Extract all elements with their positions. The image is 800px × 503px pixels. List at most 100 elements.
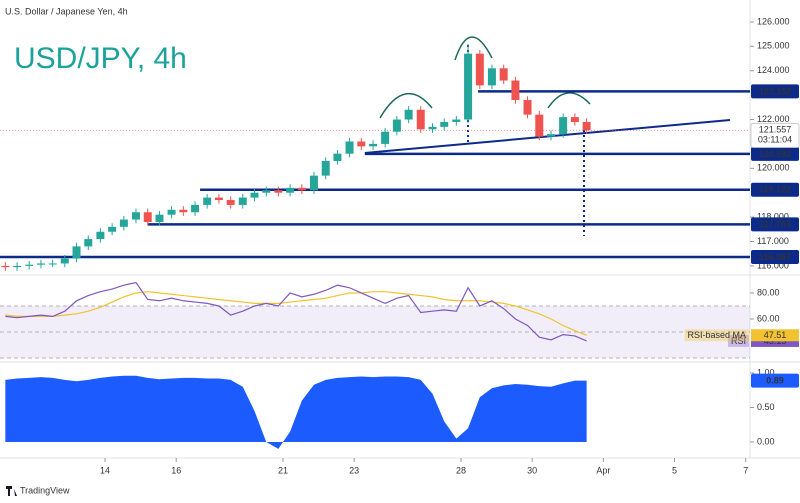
- y-tick-label: 122.000: [757, 114, 790, 124]
- candle-body: [60, 258, 69, 264]
- chart-title: USD/JPY, 4h: [14, 42, 187, 75]
- shoulder-arc: [547, 92, 591, 109]
- candle-body: [214, 197, 223, 201]
- level-label-box: [751, 249, 799, 264]
- x-tick-label: 5: [672, 465, 677, 475]
- logo: [6, 486, 17, 496]
- candle-body: [547, 134, 556, 137]
- candle-body: [535, 114, 544, 137]
- legend-box: [751, 329, 799, 342]
- candle-body: [523, 100, 532, 115]
- candle-body: [357, 141, 366, 147]
- x-tick-label: 16: [171, 465, 181, 475]
- oscillator-label-box: [751, 373, 799, 388]
- y-tick-label: 116.000: [757, 260, 789, 270]
- candle-body: [131, 212, 140, 220]
- candle-body: [416, 109, 425, 130]
- legend-name: RSI-based MA: [687, 330, 746, 340]
- candle-body: [452, 119, 461, 122]
- candle-body: [155, 214, 164, 222]
- countdown: 03:11:04: [758, 135, 792, 145]
- y-tick-label: 126.000: [757, 16, 790, 26]
- shoulder-arc: [379, 92, 433, 119]
- x-tick-label: 30: [527, 465, 537, 475]
- oscillator-label: 0.89: [766, 375, 784, 385]
- head-arc: [454, 36, 493, 61]
- subtitle: U.S. Dollar / Japanese Yen, 4h: [5, 6, 128, 16]
- candle-body: [25, 264, 34, 266]
- y-tick-label: 118.000: [757, 211, 789, 221]
- y-tick-label: 60.00: [757, 313, 780, 323]
- candle-body: [84, 239, 93, 247]
- candle-body: [404, 109, 413, 120]
- candle-body: [345, 141, 354, 154]
- legend-name-box: [684, 329, 749, 342]
- candle-body: [262, 190, 271, 193]
- level-label: 117.703: [759, 219, 791, 229]
- candle-body: [286, 187, 295, 193]
- y-tick-label: 0.50: [757, 402, 775, 412]
- candle-body: [108, 226, 117, 232]
- current-price: 121.557: [759, 125, 792, 135]
- candle-body: [274, 190, 283, 193]
- candle-body: [475, 53, 484, 86]
- level-label: 120.592: [759, 149, 792, 159]
- y-tick-label: 0.00: [757, 436, 775, 446]
- candle-body: [582, 121, 591, 131]
- current-price-box: [750, 122, 800, 148]
- candle-body: [499, 68, 508, 81]
- level-label-box: [751, 146, 799, 161]
- legend-value: 47.51: [764, 330, 787, 340]
- candle-body: [72, 246, 81, 259]
- candle-body: [464, 53, 473, 120]
- candle-body: [381, 131, 390, 144]
- candle-body: [428, 126, 437, 130]
- x-tick-label: 7: [743, 465, 748, 475]
- candle-body: [250, 192, 259, 198]
- y-tick-label: 125.000: [757, 41, 790, 51]
- y-tick-label: 120.000: [757, 163, 790, 173]
- x-tick-label: 23: [349, 465, 359, 475]
- candle-body: [321, 161, 330, 176]
- candle-body: [179, 209, 188, 213]
- candle-body: [13, 265, 22, 268]
- oscillator-area: [5, 375, 587, 449]
- candle-body: [309, 175, 318, 191]
- candle-body: [440, 121, 449, 127]
- x-tick-label: Apr: [596, 465, 610, 475]
- candle-body: [96, 231, 105, 240]
- candle-body: [511, 80, 520, 101]
- candle-body: [333, 153, 342, 162]
- x-tick-label: 28: [456, 465, 466, 475]
- legend-name-box: [727, 334, 749, 347]
- x-tick-label: 21: [278, 465, 288, 475]
- y-tick-label: 80.00: [757, 287, 780, 297]
- candle-body: [1, 265, 10, 268]
- candle-body: [36, 263, 45, 265]
- y-tick-label: 117.000: [757, 236, 789, 246]
- candle-body: [570, 117, 579, 122]
- candle-body: [238, 197, 247, 205]
- level-label-box: [751, 217, 799, 232]
- y-tick-label: 124.000: [757, 65, 790, 75]
- brand: TradingView: [20, 485, 70, 495]
- x-tick-label: 14: [100, 465, 110, 475]
- footer: TradingView: [6, 485, 70, 496]
- candle-body: [119, 219, 128, 227]
- y-tick-label: 1.00: [757, 367, 775, 377]
- candle-body: [143, 212, 152, 222]
- candle-body: [203, 197, 212, 205]
- candle-body: [167, 209, 176, 215]
- candle-body: [297, 187, 306, 191]
- candle-body: [559, 117, 568, 135]
- candle-body: [369, 143, 378, 147]
- candle-body: [48, 263, 57, 265]
- legend-name: RSI: [731, 336, 746, 346]
- candle-body: [191, 204, 200, 213]
- level-label-box: [751, 84, 799, 99]
- level-label: 123.152: [759, 86, 792, 96]
- rsi-line: [5, 281, 587, 342]
- level-label-box: [751, 182, 799, 197]
- candle-body: [487, 68, 496, 86]
